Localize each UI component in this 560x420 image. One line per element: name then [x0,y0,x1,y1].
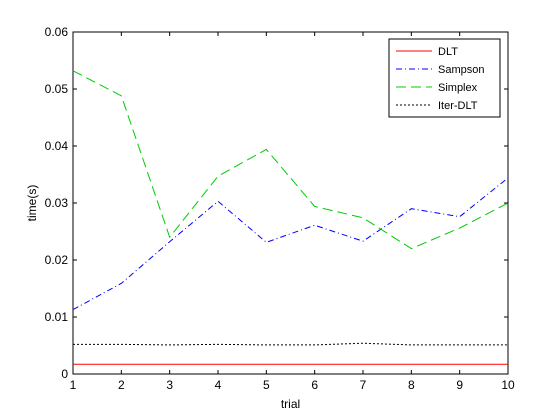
x-tick-label: 4 [215,378,222,392]
x-tick-label: 2 [118,378,125,392]
y-axis-label: time(s) [25,185,39,222]
x-tick-label: 5 [263,378,270,392]
y-tick-label: 0.04 [45,139,69,153]
legend-label: DLT [438,46,458,58]
y-tick-label: 0.05 [45,82,69,96]
x-tick-label: 7 [360,378,367,392]
x-axis-label: trial [281,397,300,411]
x-tick-label: 3 [166,378,173,392]
legend: DLT Sampson Simplex Iter-DLT [388,38,501,118]
x-tick-label: 6 [311,378,318,392]
series-line-iter-dlt [73,342,508,346]
x-tick-label: 10 [501,378,515,392]
series-line-simplex [72,70,509,250]
x-tick-label: 8 [408,378,415,392]
x-axis: 1 2 3 4 5 6 7 8 9 10 [70,32,515,392]
legend-label: Sampson [438,64,484,76]
series-layer [72,70,509,365]
x-tick-label: 9 [456,378,463,392]
y-tick-label: 0 [61,367,68,381]
legend-label: Simplex [438,82,478,94]
x-tick-label: 1 [70,378,77,392]
legend-label: Iter-DLT [438,100,478,112]
y-tick-label: 0.01 [45,310,69,324]
legend-box [388,38,501,118]
y-tick-label: 0.03 [45,196,69,210]
y-tick-label: 0.06 [45,25,69,39]
series-line-sampson [72,177,509,311]
y-axis: 0 0.01 0.02 0.03 0.04 0.05 0.06 [45,25,508,381]
y-tick-label: 0.02 [45,253,69,267]
